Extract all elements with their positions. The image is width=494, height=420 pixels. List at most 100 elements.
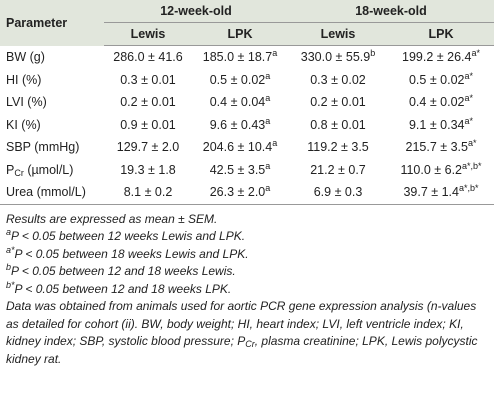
cell: 0.5 ± 0.02a bbox=[192, 69, 288, 92]
footnote-marker: a* bbox=[464, 115, 474, 126]
cell-value: 26.3 ± 2.0 bbox=[209, 185, 266, 200]
cell: 0.2 ± 0.01 bbox=[104, 91, 192, 114]
footnote-marker: a* bbox=[471, 48, 480, 59]
cell: 42.5 ± 3.5a bbox=[192, 159, 288, 182]
cell-value: 0.4 ± 0.02 bbox=[408, 95, 465, 110]
cell: 204.6 ± 10.4a bbox=[192, 136, 288, 159]
superscript: b bbox=[6, 262, 12, 272]
cell-value: 199.2 ± 26.4 bbox=[402, 50, 472, 65]
text: SBP (mmHg) bbox=[6, 140, 80, 155]
cell-value: 21.2 ± 0.7 bbox=[310, 162, 366, 177]
table-row: PCr (µmol/L) 19.3 ± 1.8 42.5 ± 3.5a 21.2 ± … bbox=[0, 159, 494, 182]
cell: 21.2 ± 0.7 bbox=[288, 159, 388, 182]
cell-value: 0.8 ± 0.01 bbox=[310, 117, 366, 132]
footnote-marker: a* bbox=[464, 70, 474, 81]
cell: 19.3 ± 1.8 bbox=[104, 159, 192, 182]
footnotes: Results are expressed as mean ± SEM. aP <… bbox=[0, 205, 494, 369]
cell-value: 0.3 ± 0.02 bbox=[310, 72, 366, 87]
cell-value: 0.4 ± 0.04 bbox=[209, 95, 266, 110]
footnote-marker: a bbox=[265, 93, 271, 104]
text: P < 0.05 between 12 and 18 weeks Lewis. bbox=[11, 264, 236, 278]
cell: 0.5 ± 0.02a* bbox=[388, 69, 494, 92]
header-cell: 12-week-old bbox=[104, 0, 288, 23]
table-row: KI (%) 0.9 ± 0.01 9.6 ± 0.43a 0.8 ± 0.01 9.1… bbox=[0, 114, 494, 137]
cell-value: 0.2 ± 0.01 bbox=[310, 95, 366, 110]
cell: 0.3 ± 0.02 bbox=[288, 69, 388, 92]
cell-value: 185.0 ± 18.7 bbox=[202, 50, 273, 65]
table-row: LVI (%) 0.2 ± 0.01 0.4 ± 0.04a 0.2 ± 0.01 0.… bbox=[0, 91, 494, 114]
cell: 6.9 ± 0.3 bbox=[288, 181, 388, 205]
footnote-marker: a bbox=[265, 70, 271, 81]
cell: 110.0 ± 6.2a*,b* bbox=[388, 159, 494, 182]
cell-value: 8.1 ± 0.2 bbox=[123, 185, 173, 200]
header-cell: LPK bbox=[192, 22, 288, 46]
superscript: b* bbox=[6, 279, 15, 290]
header-cell: Lewis bbox=[288, 22, 388, 46]
table-row: Urea (mmol/L) 8.1 ± 0.2 26.3 ± 2.0a 6.9 ± 0… bbox=[0, 181, 494, 205]
footnote: b*P < 0.05 between 12 and 18 weeks LPK. bbox=[6, 279, 488, 299]
table-body: BW (g) 286.0 ± 41.6 185.0 ± 18.7a 330.0 ± 5… bbox=[0, 46, 494, 205]
text: BW (g) bbox=[6, 50, 45, 64]
superscript: a* bbox=[6, 244, 15, 255]
cell-value: 19.3 ± 1.8 bbox=[120, 162, 176, 177]
text: P bbox=[6, 162, 15, 177]
row-label: LVI (%) bbox=[0, 91, 104, 114]
footnote-marker: a bbox=[265, 160, 271, 171]
cell: 8.1 ± 0.2 bbox=[104, 181, 192, 205]
footnote-marker: a*,b* bbox=[458, 183, 479, 194]
table-row: BW (g) 286.0 ± 41.6 185.0 ± 18.7a 330.0 ± 5… bbox=[0, 46, 494, 69]
text: , plasma creatinine; LPK, Lewis polycyst… bbox=[6, 334, 478, 366]
text: Data was obtained from animals used for … bbox=[6, 299, 477, 348]
cell-value: 9.1 ± 0.34 bbox=[408, 117, 465, 132]
footnote-marker: a bbox=[272, 138, 278, 149]
footnote: aP < 0.05 between 12 weeks Lewis and LPK… bbox=[6, 228, 488, 246]
row-label: KI (%) bbox=[0, 114, 104, 137]
cell: 0.2 ± 0.01 bbox=[288, 91, 388, 114]
text: (µmol/L) bbox=[23, 162, 74, 177]
cell: 0.4 ± 0.04a bbox=[192, 91, 288, 114]
cell-value: 0.9 ± 0.01 bbox=[120, 117, 176, 132]
footnote-marker: a bbox=[265, 183, 271, 194]
cell: 39.7 ± 1.4a*,b* bbox=[388, 181, 494, 205]
cell: 0.8 ± 0.01 bbox=[288, 114, 388, 137]
cell-value: 0.3 ± 0.01 bbox=[120, 72, 176, 87]
cell: 0.4 ± 0.02a* bbox=[388, 91, 494, 114]
cell-value: 39.7 ± 1.4 bbox=[403, 185, 459, 200]
cell: 26.3 ± 2.0a bbox=[192, 181, 288, 205]
cell-value: 42.5 ± 3.5 bbox=[209, 162, 266, 177]
superscript: a bbox=[6, 227, 12, 237]
cell-value: 9.6 ± 0.43 bbox=[209, 117, 266, 132]
row-label: BW (g) bbox=[0, 46, 104, 69]
cell-value: 286.0 ± 41.6 bbox=[113, 50, 183, 65]
subscript: Cr bbox=[14, 167, 24, 178]
cell-value: 110.0 ± 6.2 bbox=[400, 162, 462, 177]
footnote-marker: a* bbox=[464, 93, 474, 104]
cell-value: 119.2 ± 3.5 bbox=[307, 140, 369, 155]
footnote-marker: a bbox=[265, 115, 271, 126]
cell: 9.6 ± 0.43a bbox=[192, 114, 288, 137]
cell: 9.1 ± 0.34a* bbox=[388, 114, 494, 137]
cell: 185.0 ± 18.7a bbox=[192, 46, 288, 69]
header-cell: Parameter bbox=[0, 0, 104, 46]
text: HI (%) bbox=[6, 72, 42, 87]
cell-value: 0.5 ± 0.02 bbox=[408, 72, 465, 87]
cell: 129.7 ± 2.0 bbox=[104, 136, 192, 159]
cell-value: 129.7 ± 2.0 bbox=[116, 140, 180, 155]
text: KI (%) bbox=[6, 117, 41, 132]
row-label: PCr (µmol/L) bbox=[0, 159, 104, 182]
text: P < 0.05 between 12 weeks Lewis and LPK. bbox=[11, 229, 246, 243]
text: Results are expressed as mean ± SEM. bbox=[6, 211, 218, 226]
data-table: Parameter 12-week-old 18-week-old Lewis … bbox=[0, 0, 494, 205]
text: P < 0.05 between 18 weeks Lewis and LPK. bbox=[14, 246, 249, 261]
header-cell: LPK bbox=[388, 22, 494, 46]
subscript: Cr bbox=[245, 339, 255, 349]
row-label: HI (%) bbox=[0, 69, 104, 92]
text: Urea (mmol/L) bbox=[6, 185, 86, 200]
cell-value: 0.2 ± 0.01 bbox=[120, 95, 176, 110]
table-row: HI (%) 0.3 ± 0.01 0.5 ± 0.02a 0.3 ± 0.02 0.5… bbox=[0, 69, 494, 92]
footnote-marker: a bbox=[272, 48, 278, 59]
cell: 0.9 ± 0.01 bbox=[104, 114, 192, 137]
row-label: SBP (mmHg) bbox=[0, 136, 104, 159]
cell-value: 204.6 ± 10.4 bbox=[202, 140, 273, 155]
